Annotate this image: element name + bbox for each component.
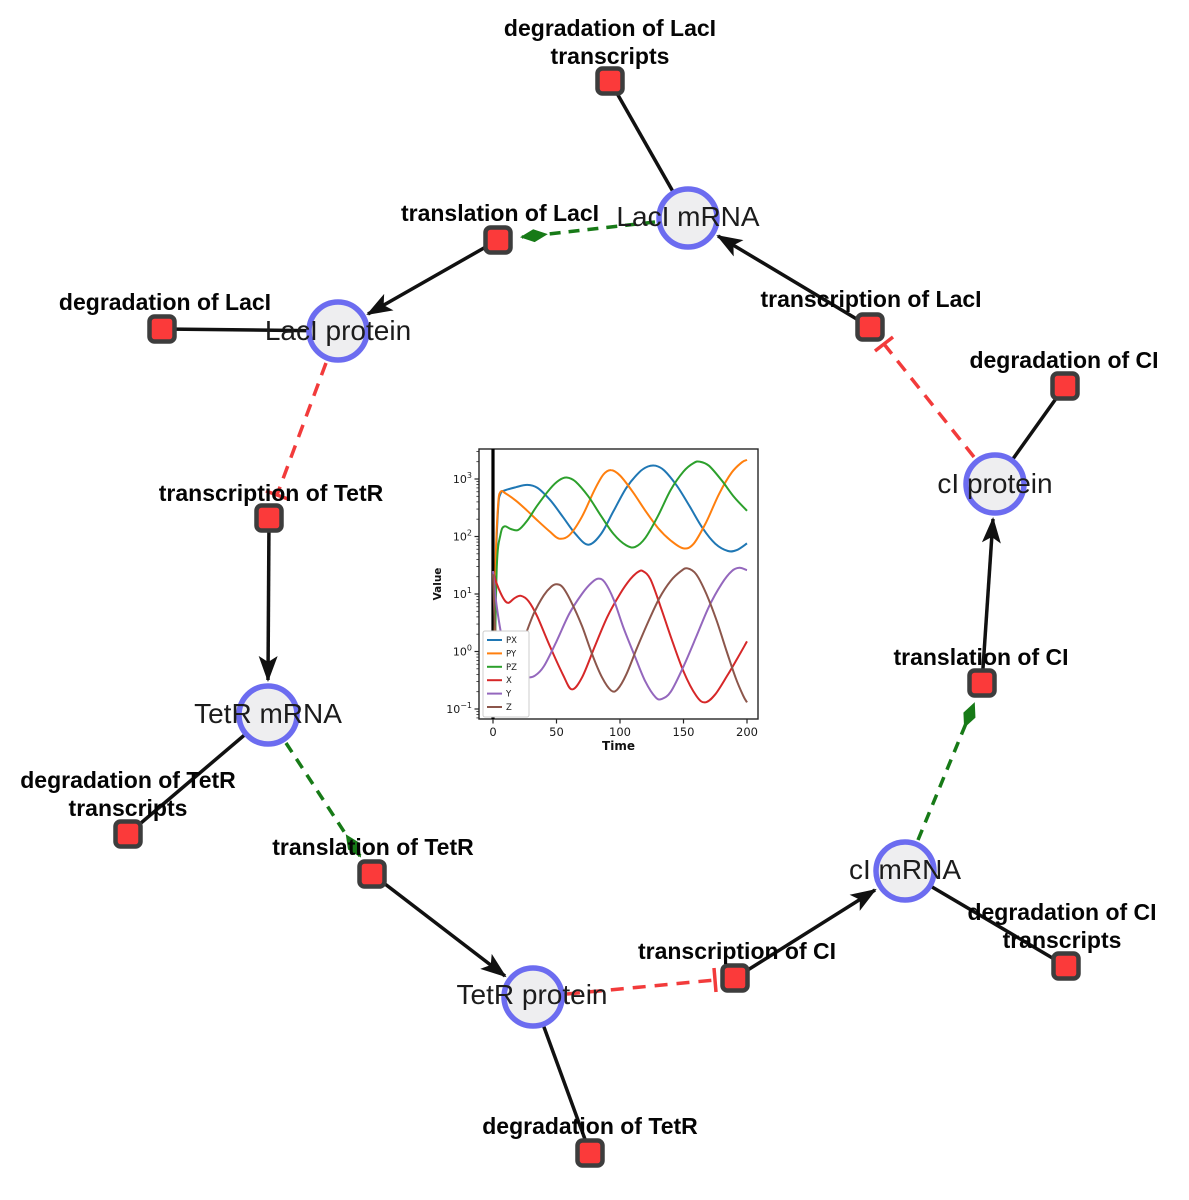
arrow-transcription-ci-to-mrna [734, 888, 877, 980]
node-deg-tetr-transcripts[interactable] [113, 819, 143, 849]
series-PX [493, 464, 748, 682]
svg-text:PX: PX [506, 636, 517, 646]
svg-text:0: 0 [489, 725, 496, 739]
node-transcription-tetr[interactable] [254, 503, 284, 533]
arrow-transcription-laci-to-mrna [716, 234, 871, 329]
inhibition-laciprotein-to-transcription-tetr [275, 362, 328, 496]
tbar-transcription-ci [712, 967, 718, 993]
svg-text:150: 150 [673, 725, 695, 739]
tbar-transcription-laci [873, 335, 895, 353]
svg-text:Y: Y [505, 690, 512, 700]
arrow-translation-tetr-to-protein [370, 872, 507, 978]
svg-text:Z: Z [506, 703, 512, 713]
node-deg-tetr[interactable] [575, 1138, 605, 1168]
node-transcription-ci[interactable] [720, 963, 750, 993]
node-translation-laci[interactable] [483, 225, 513, 255]
node-deg-laci[interactable] [147, 314, 177, 344]
node-transcription-laci[interactable] [855, 312, 885, 342]
node-deg-ci-transcripts[interactable] [1051, 951, 1081, 981]
arrow-translation-laci-to-protein [366, 238, 499, 316]
inset-series [491, 449, 748, 719]
node-translation-ci[interactable] [967, 668, 997, 698]
node-translation-tetr[interactable] [357, 859, 387, 889]
modifier-cimrna-to-translation [916, 702, 976, 841]
node-laci-protein[interactable] [306, 299, 370, 363]
series-X [492, 569, 748, 704]
series-PZ [493, 460, 748, 692]
series-Z [492, 567, 748, 703]
node-ci-protein[interactable] [963, 452, 1027, 516]
edges [126, 80, 1067, 1154]
svg-text:10−1: 10−1 [446, 701, 472, 716]
node-tetr-protein[interactable] [501, 965, 565, 1029]
node-deg-laci-transcripts[interactable] [595, 66, 625, 96]
svg-text:100: 100 [609, 725, 631, 739]
modifier-lacimrna-to-translation [520, 220, 656, 243]
node-deg-ci[interactable] [1050, 371, 1080, 401]
svg-text:PZ: PZ [506, 663, 517, 673]
svg-text:102: 102 [453, 529, 472, 544]
node-laci-mrna[interactable] [656, 186, 720, 250]
node-tetr-mrna[interactable] [236, 683, 300, 747]
svg-text:50: 50 [549, 725, 564, 739]
species-nodes [236, 186, 1027, 1029]
inhibition-ciprotein-to-transcription-laci [882, 342, 976, 459]
svg-text:103: 103 [453, 471, 472, 486]
reaction-nodes [113, 66, 1081, 1168]
svg-text:100: 100 [453, 644, 472, 659]
modifier-tetrmrna-to-translation [284, 742, 362, 858]
svg-text:X: X [506, 676, 512, 686]
node-ci-mrna[interactable] [873, 839, 937, 903]
svg-text:200: 200 [736, 725, 758, 739]
arrow-translation-ci-to-protein [980, 517, 1001, 684]
svg-text:101: 101 [453, 586, 472, 601]
timeseries-inset-plot: 0 50 100 150 200 10−1 100 101 102 103 Time Value PX P… [430, 425, 775, 760]
series-Y [492, 566, 748, 701]
svg-text:Time: Time [602, 739, 635, 753]
inhibition-tetrprotein-to-transcription-ci [566, 978, 716, 996]
series-PY [493, 458, 748, 682]
tbar-transcription-tetr [265, 489, 289, 501]
svg-text:PY: PY [506, 649, 517, 659]
svg-text:Value: Value [432, 568, 444, 601]
arrow-transcription-tetr-to-mrna [258, 517, 278, 682]
inset-legend: PX PY PZ XYZ [482, 630, 530, 718]
